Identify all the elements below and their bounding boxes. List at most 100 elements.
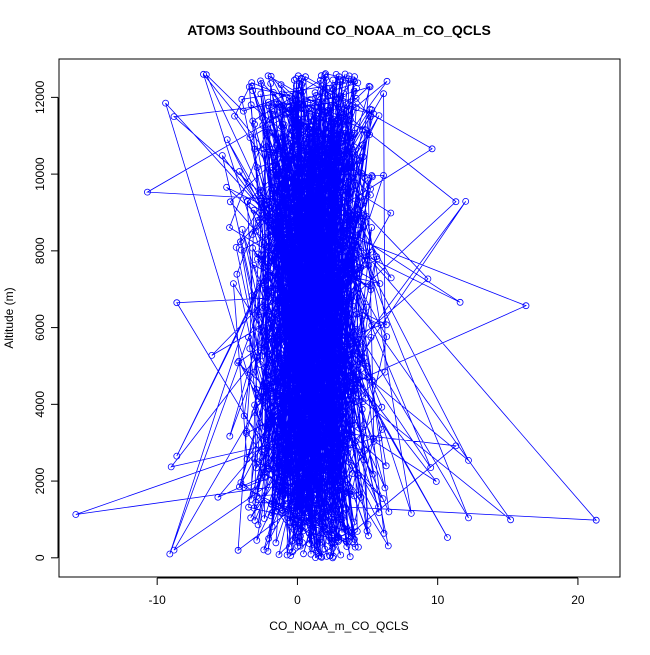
- data-point: [267, 460, 275, 468]
- data-point: [368, 321, 376, 329]
- data-point: [338, 203, 345, 211]
- data-point: [309, 252, 317, 260]
- data-point: [376, 280, 384, 288]
- data-point: [311, 214, 319, 222]
- data-point: [312, 355, 319, 363]
- data-point: [278, 120, 286, 128]
- data-point: [299, 426, 307, 434]
- data-point: [328, 289, 335, 297]
- data-point: [330, 136, 338, 144]
- data-point: [258, 251, 266, 259]
- data-point: [287, 347, 295, 355]
- data-point: [243, 455, 251, 463]
- data-point: [278, 90, 286, 98]
- data-point: [272, 507, 280, 515]
- data-point: [354, 543, 362, 551]
- data-point: [298, 394, 306, 402]
- data-point: [314, 538, 322, 546]
- data-point: [280, 133, 288, 141]
- data-point: [283, 166, 291, 174]
- data-point: [333, 170, 341, 178]
- data-point: [378, 425, 386, 433]
- data-point: [300, 159, 308, 167]
- data-point: [359, 126, 366, 134]
- data-point: [299, 433, 307, 441]
- data-point: [264, 102, 272, 110]
- data-point: [345, 197, 353, 205]
- data-point: [293, 441, 301, 449]
- data-point: [320, 477, 328, 485]
- data-point: [317, 72, 325, 80]
- data-point: [334, 108, 342, 116]
- data-point: [309, 152, 317, 159]
- data-point: [281, 164, 289, 172]
- data-point: [311, 183, 319, 191]
- data-point: [288, 503, 296, 511]
- x-tick-label: 10: [431, 593, 445, 607]
- data-point: [339, 76, 347, 84]
- data-point: [262, 242, 270, 250]
- data-point: [260, 145, 268, 153]
- data-point: [348, 431, 356, 439]
- data-point: [324, 370, 332, 378]
- data-point: [303, 242, 311, 250]
- data-point: [273, 317, 281, 325]
- data-point: [351, 246, 358, 254]
- data-point: [298, 389, 306, 397]
- data-point: [238, 95, 246, 103]
- data-point: [267, 80, 275, 87]
- data-point: [299, 527, 307, 535]
- data-point: [359, 153, 367, 161]
- data-point: [240, 483, 248, 491]
- data-point: [368, 224, 376, 231]
- data-point: [261, 468, 269, 476]
- data-point: [312, 277, 320, 285]
- data-point: [318, 89, 326, 96]
- data-point: [266, 204, 273, 212]
- data-point: [323, 283, 331, 291]
- data-point: [248, 79, 256, 86]
- data-point: [290, 521, 298, 528]
- data-point: [262, 143, 270, 151]
- data-point: [258, 469, 266, 477]
- data-point: [272, 488, 280, 496]
- data-point: [321, 329, 329, 337]
- data-point: [317, 538, 325, 546]
- x-tick-label: -10: [149, 593, 167, 607]
- data-point: [305, 502, 313, 510]
- data-point: [318, 458, 326, 466]
- data-point: [335, 198, 342, 206]
- data-point: [366, 131, 374, 139]
- data-point: [444, 534, 451, 541]
- data-point: [329, 472, 337, 480]
- data-point: [340, 152, 348, 160]
- data-point: [343, 174, 351, 182]
- data-point: [318, 487, 326, 495]
- data-point: [290, 264, 298, 272]
- data-point: [276, 212, 284, 219]
- data-point: [294, 148, 301, 156]
- data-point: [328, 198, 335, 206]
- data-point: [268, 210, 276, 218]
- data-point: [271, 373, 279, 381]
- data-point: [250, 206, 258, 214]
- data-point: [364, 521, 372, 528]
- data-point: [331, 294, 339, 302]
- data-point: [313, 404, 321, 412]
- data-point: [282, 352, 289, 360]
- data-point: [300, 550, 307, 558]
- data-point: [368, 378, 376, 386]
- data-point: [239, 107, 247, 115]
- data-point: [322, 251, 330, 259]
- data-point: [384, 542, 392, 550]
- data-point: [308, 402, 316, 410]
- data-point: [251, 408, 259, 416]
- data-point: [305, 105, 313, 112]
- data-point: [214, 493, 222, 501]
- data-point: [319, 425, 327, 433]
- data-point: [317, 408, 325, 416]
- data-point: [367, 333, 375, 341]
- data-point: [320, 284, 328, 292]
- data-point: [319, 158, 327, 165]
- data-point: [324, 510, 332, 518]
